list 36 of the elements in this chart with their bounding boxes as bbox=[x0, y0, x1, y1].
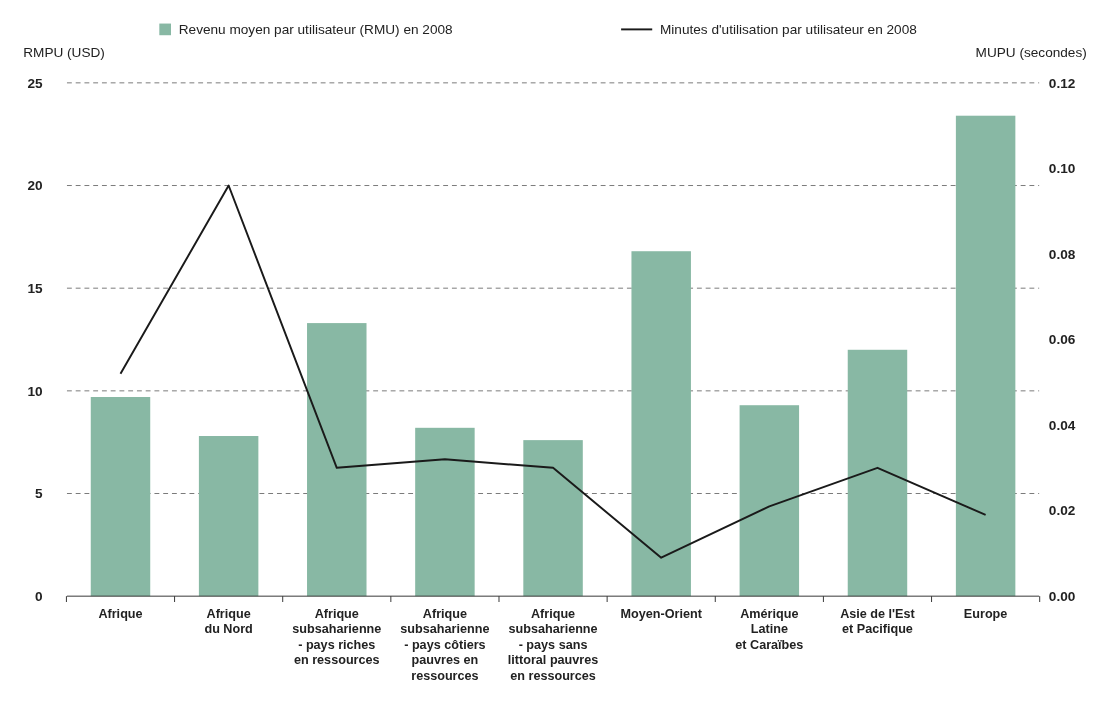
y2-axis-title: MUPU (secondes) bbox=[975, 44, 1087, 60]
x-tick-label: Afrique subsaharienne - pays sans littoral pauvres en ressources bbox=[507, 606, 599, 683]
x-tick-label: Afrique bbox=[98, 606, 143, 621]
bar bbox=[90, 397, 151, 597]
x-tick-label: Amérique Latine et Caraïbes bbox=[735, 606, 804, 652]
bar bbox=[415, 427, 475, 597]
y-tick-label: 0 bbox=[35, 588, 44, 604]
x-tick-label: Moyen-Orient bbox=[620, 606, 703, 621]
x-tick-label: Asie de l'Est et Pacifique bbox=[840, 606, 916, 637]
y-tick-label: 20 bbox=[27, 178, 44, 194]
y-axis-title: RMPU (USD) bbox=[23, 44, 105, 60]
y-tick-label: 15 bbox=[27, 280, 44, 296]
y2-tick-label: 0.12 bbox=[1048, 75, 1076, 91]
y-tick-label: 10 bbox=[27, 383, 44, 399]
x-tick-label: Afrique du Nord bbox=[204, 606, 253, 637]
legend-label: Minutes d'utilisation par utilisateur en 2008 bbox=[660, 22, 917, 38]
bar bbox=[955, 115, 1016, 597]
y2-tick-label: 0.02 bbox=[1048, 503, 1076, 519]
y2-tick-label: 0.10 bbox=[1048, 161, 1076, 177]
bar bbox=[631, 251, 691, 597]
bar bbox=[307, 323, 367, 597]
bar bbox=[739, 405, 800, 597]
x-tick-label: Europe bbox=[963, 606, 1008, 621]
y-tick-label: 5 bbox=[35, 486, 44, 502]
bar bbox=[198, 436, 259, 597]
y2-tick-label: 0.06 bbox=[1048, 332, 1076, 348]
line-series bbox=[119, 184, 987, 559]
x-tick-label: Afrique subsaharienne - pays côtiers pauvres en ressources bbox=[400, 606, 490, 683]
y2-tick-label: 0.08 bbox=[1048, 246, 1076, 262]
y2-tick-label: 0.00 bbox=[1048, 588, 1076, 604]
bar bbox=[523, 440, 583, 597]
bar bbox=[847, 349, 908, 597]
y-tick-label: 25 bbox=[27, 75, 44, 91]
y2-tick-label: 0.04 bbox=[1048, 417, 1076, 433]
x-tick-label: Afrique subsaharienne - pays riches en ressources bbox=[292, 606, 382, 668]
legend-label: Revenu moyen par utilisateur (RMU) en 2008 bbox=[178, 22, 453, 38]
